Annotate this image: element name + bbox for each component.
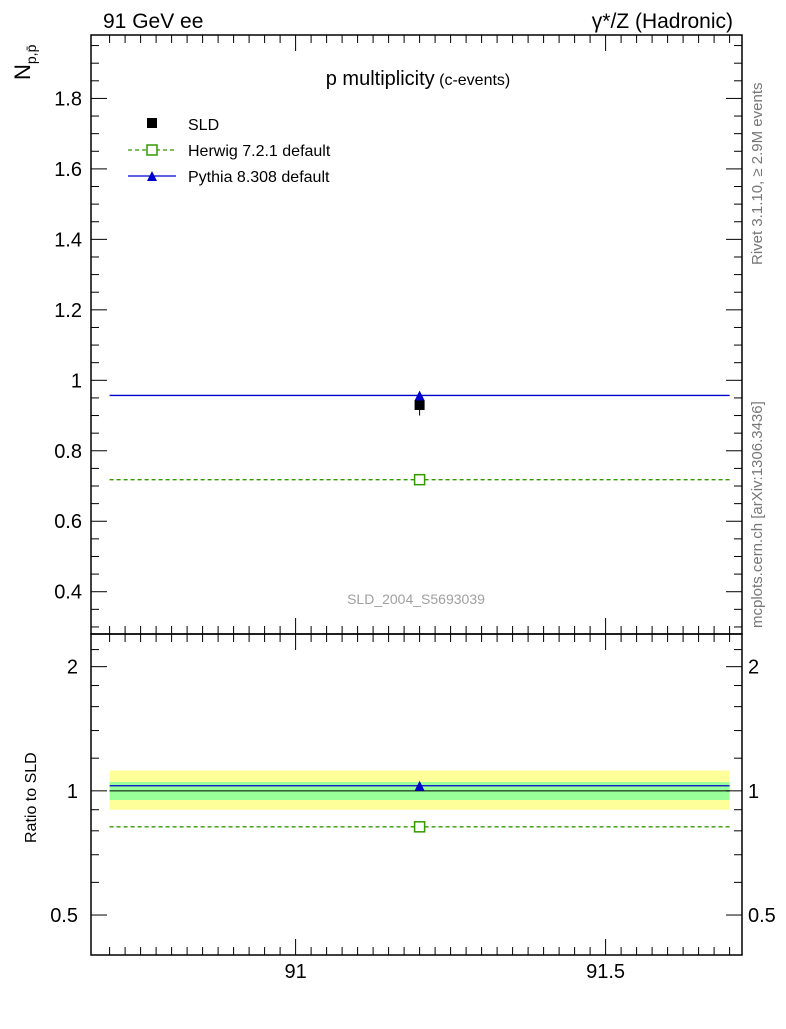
ratio-y-tick-label-left: 1 xyxy=(67,781,78,803)
main-y-axis-label-main: N xyxy=(10,64,35,80)
pythia-marker xyxy=(414,390,425,401)
y-tick-label: 0.6 xyxy=(54,511,82,533)
ratio-y-tick-label-right: 2 xyxy=(748,657,759,679)
header-right-label: γ*/Z (Hadronic) xyxy=(592,10,733,33)
x-tick-label: 91 xyxy=(284,961,306,983)
legend-label-herwig: Herwig 7.2.1 default xyxy=(188,143,331,160)
legend-marker-sld xyxy=(147,118,157,128)
source-label: mcplots.cern.ch [arXiv:1306.3436] xyxy=(749,401,766,628)
ratio-pythia-marker xyxy=(414,780,425,791)
ratio-y-tick-labels: 0.5 1 2 0.5 1 2 xyxy=(50,657,776,927)
ratio-y-tick-label-right: 0.5 xyxy=(748,905,776,927)
herwig-marker xyxy=(413,473,426,486)
y-tick-label: 0.4 xyxy=(54,582,82,604)
ratio-y-tick-label-left: 0.5 xyxy=(50,905,78,927)
legend-label-sld: SLD xyxy=(188,117,219,134)
y-tick-label: 1 xyxy=(71,370,82,392)
legend-label-pythia: Pythia 8.308 default xyxy=(188,169,330,186)
chart-title-main: p multiplicity xyxy=(326,68,435,90)
rivet-version-label: Rivet 3.1.10, ≥ 2.9M events xyxy=(749,83,766,266)
chart-title-suffix: (c-events) xyxy=(439,72,510,89)
legend: SLD Herwig 7.2.1 default Pythia 8.308 de… xyxy=(128,117,331,186)
legend-marker-pythia xyxy=(147,171,157,181)
main-y-ticks xyxy=(91,45,742,628)
main-y-axis-label: Np,p̄ xyxy=(10,44,39,80)
sld-data-point xyxy=(414,399,425,410)
x-ticks xyxy=(109,35,731,955)
y-tick-label: 1.4 xyxy=(54,229,82,251)
ratio-y-axis-label: Ratio to SLD xyxy=(23,752,40,843)
main-y-tick-labels: 0.4 0.6 0.8 1 1.2 1.4 1.6 1.8 xyxy=(54,88,82,603)
ratio-herwig-marker xyxy=(413,821,426,833)
y-tick-label: 0.8 xyxy=(54,441,82,463)
y-tick-label: 1.6 xyxy=(54,159,82,181)
main-series-marks xyxy=(109,390,730,486)
x-tick-label: 91.5 xyxy=(586,961,625,983)
ratio-y-ticks xyxy=(91,633,742,956)
legend-marker-herwig xyxy=(146,144,158,156)
chart-title: p multiplicity (c-events) xyxy=(326,68,511,90)
ratio-y-tick-label-left: 2 xyxy=(67,657,78,679)
main-y-axis-label-sub: p,p̄ xyxy=(23,44,39,64)
ratio-panel-frame xyxy=(90,633,743,956)
x-tick-labels: 91 91.5 xyxy=(284,961,625,983)
header-left-label: 91 GeV ee xyxy=(103,10,203,33)
ratio-series-marks xyxy=(109,780,730,833)
ratio-y-tick-label-right: 1 xyxy=(748,781,759,803)
y-tick-label: 1.8 xyxy=(54,88,82,110)
y-tick-label: 1.2 xyxy=(54,300,82,322)
analysis-watermark: SLD_2004_S5693039 xyxy=(347,591,485,607)
